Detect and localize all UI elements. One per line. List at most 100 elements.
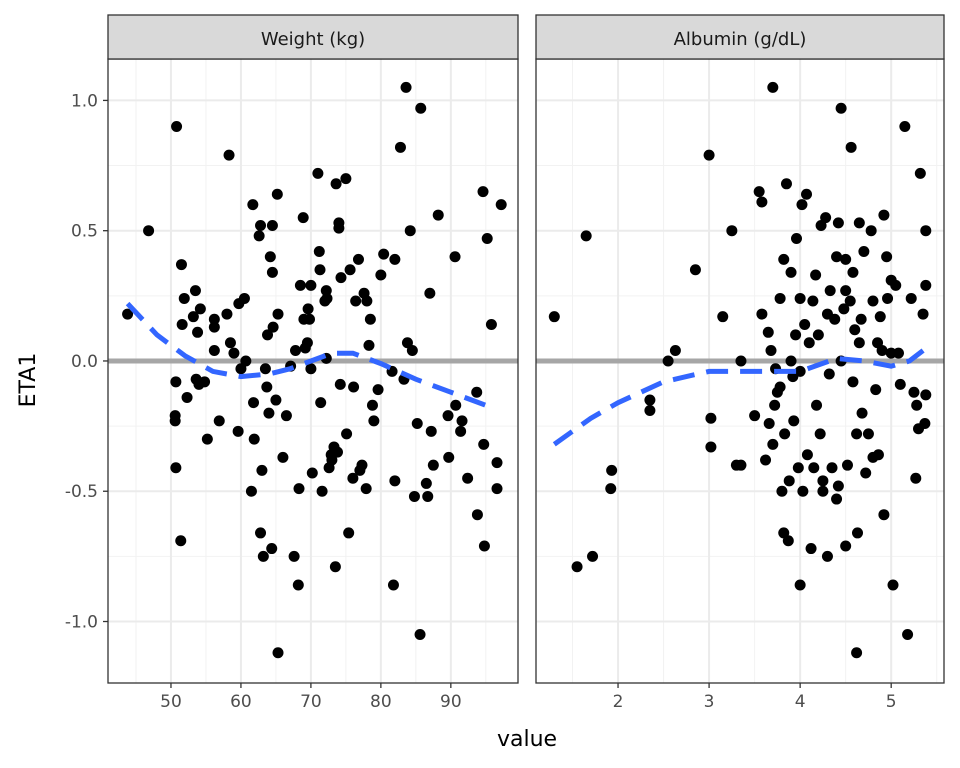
data-point <box>851 428 863 440</box>
data-point <box>344 264 356 276</box>
data-point <box>415 102 427 114</box>
data-point <box>785 355 797 367</box>
data-point <box>756 308 768 320</box>
data-point <box>874 311 886 323</box>
data-point <box>774 292 786 304</box>
data-point <box>326 454 338 466</box>
data-point <box>856 407 868 419</box>
data-point <box>853 217 865 229</box>
x-tick-label: 4 <box>795 692 806 712</box>
data-point <box>853 337 865 349</box>
data-point <box>443 451 455 463</box>
data-point <box>462 472 474 484</box>
data-point <box>266 219 278 231</box>
data-point <box>169 415 181 427</box>
data-point <box>782 535 794 547</box>
data-point <box>790 233 802 245</box>
data-point <box>389 253 401 265</box>
data-point <box>841 459 853 471</box>
data-point <box>471 386 483 398</box>
data-point <box>606 464 618 476</box>
data-point <box>271 188 283 200</box>
data-point <box>495 199 507 211</box>
data-point <box>796 199 808 211</box>
data-point <box>427 459 439 471</box>
data-point <box>387 579 399 591</box>
data-point <box>917 308 929 320</box>
data-point <box>844 295 856 307</box>
data-point <box>331 446 343 458</box>
data-point <box>408 490 420 502</box>
data-point <box>890 279 902 291</box>
data-point <box>851 647 863 659</box>
loess-smooth-line <box>552 348 925 447</box>
data-point <box>852 527 864 539</box>
data-point <box>779 428 791 440</box>
data-point <box>333 217 345 229</box>
data-point <box>235 363 247 375</box>
data-point <box>304 313 316 325</box>
data-point <box>208 345 220 357</box>
data-point <box>297 212 309 224</box>
data-point <box>831 251 843 263</box>
data-point <box>266 543 278 555</box>
data-point <box>294 279 306 291</box>
data-point <box>301 337 313 349</box>
data-point <box>669 345 681 357</box>
data-point <box>894 378 906 390</box>
data-point <box>785 266 797 278</box>
data-point <box>717 311 729 323</box>
data-point <box>644 394 656 406</box>
facet-strip-label: Weight (kg) <box>261 29 365 50</box>
data-point <box>705 441 717 453</box>
data-point <box>914 167 926 179</box>
data-point <box>312 167 324 179</box>
data-point <box>316 485 328 497</box>
data-point <box>783 475 795 487</box>
data-point <box>224 337 236 349</box>
data-point <box>769 399 781 411</box>
data-point <box>248 397 260 409</box>
data-point <box>867 295 879 307</box>
data-point <box>571 561 583 573</box>
data-point <box>860 467 872 479</box>
data-point <box>263 407 275 419</box>
data-point <box>792 462 804 474</box>
data-point <box>831 493 843 505</box>
data-point <box>411 417 423 429</box>
data-point <box>378 248 390 260</box>
data-point <box>122 308 134 320</box>
data-point <box>847 266 859 278</box>
data-point <box>478 540 490 552</box>
data-point <box>810 269 822 281</box>
data-point <box>341 428 353 440</box>
data-point <box>892 347 904 359</box>
x-tick-label: 5 <box>886 692 897 712</box>
data-point <box>805 543 817 555</box>
data-point <box>425 425 437 437</box>
data-point <box>811 399 823 411</box>
data-point <box>347 472 359 484</box>
data-point <box>363 339 375 351</box>
data-point <box>401 337 413 349</box>
data-point <box>491 483 503 495</box>
data-point <box>726 225 738 237</box>
data-point <box>801 449 813 461</box>
data-point <box>797 485 809 497</box>
data-point <box>442 410 454 422</box>
data-point <box>394 141 406 153</box>
y-tick-label: -0.5 <box>65 482 98 502</box>
data-point <box>255 219 267 231</box>
data-point <box>817 475 829 487</box>
data-point <box>366 399 378 411</box>
data-point <box>760 454 772 466</box>
data-point <box>753 186 765 198</box>
x-axis-title: value <box>497 727 557 752</box>
data-point <box>221 308 233 320</box>
data-point <box>838 303 850 315</box>
data-point <box>826 462 838 474</box>
data-point <box>259 363 271 375</box>
x-tick-label: 70 <box>300 692 322 712</box>
data-point <box>548 311 560 323</box>
